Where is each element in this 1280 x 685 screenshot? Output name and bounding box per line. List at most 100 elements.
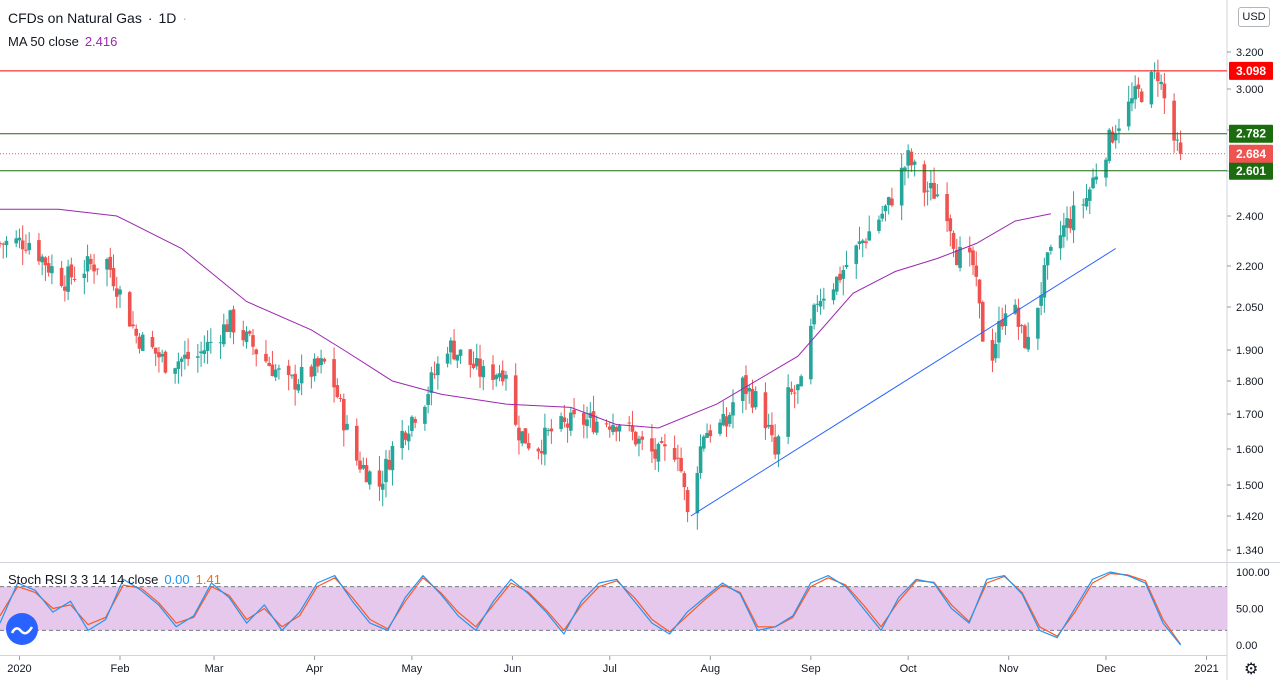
candle-body bbox=[338, 397, 343, 399]
candle-body bbox=[267, 362, 272, 366]
candle-body bbox=[844, 264, 849, 267]
candle-body bbox=[663, 444, 667, 447]
candle-body bbox=[1117, 128, 1121, 131]
time-tick-label: 2021 bbox=[1194, 663, 1218, 675]
candle-body bbox=[85, 256, 90, 272]
time-tick-label: 2020 bbox=[7, 663, 31, 675]
candle-body bbox=[196, 356, 200, 358]
candle-body bbox=[380, 483, 385, 490]
candle-body bbox=[478, 358, 482, 377]
candle-body bbox=[449, 340, 453, 353]
candle-body bbox=[410, 416, 414, 431]
candle-body bbox=[559, 416, 563, 429]
candle-body bbox=[24, 249, 28, 251]
ma-legend: MA 50 close 2.416 bbox=[8, 34, 123, 49]
candle-body bbox=[834, 276, 839, 292]
time-tick-label: Jun bbox=[504, 663, 522, 675]
stoch-k-value: 0.00 bbox=[164, 572, 190, 587]
stoch-tick-label: 50.00 bbox=[1236, 604, 1264, 616]
stoch-tick-label: 0.00 bbox=[1236, 640, 1257, 652]
candle-body bbox=[562, 417, 567, 422]
candle-body bbox=[679, 458, 683, 472]
candle-body bbox=[1045, 252, 1050, 266]
candle-body bbox=[526, 443, 531, 449]
candle-body bbox=[721, 413, 726, 426]
candle-body bbox=[864, 241, 868, 244]
currency-button[interactable]: USD bbox=[1238, 7, 1270, 27]
candle-body bbox=[89, 258, 93, 264]
candle-body bbox=[254, 349, 259, 355]
candle-body bbox=[390, 445, 395, 471]
candle-body bbox=[50, 266, 54, 274]
candle-body bbox=[1107, 129, 1112, 161]
candle-body bbox=[1000, 319, 1005, 327]
candle-body bbox=[296, 384, 301, 391]
candle-body bbox=[423, 406, 427, 424]
candle-body bbox=[134, 328, 139, 336]
candle-body bbox=[838, 273, 842, 281]
stoch-legend: Stoch RSI 3 3 14 14 close 0.00 1.41 bbox=[8, 572, 227, 587]
candle-body bbox=[520, 431, 524, 444]
candle-body bbox=[770, 424, 774, 436]
candle-body bbox=[682, 473, 687, 488]
candle-body bbox=[912, 161, 917, 165]
candle-body bbox=[387, 459, 392, 470]
candle-body bbox=[277, 368, 281, 370]
candle-body bbox=[702, 436, 706, 449]
candle-body bbox=[358, 460, 362, 470]
candle-body bbox=[822, 298, 826, 301]
price-tick-label: 1.500 bbox=[1236, 480, 1264, 492]
candle-body bbox=[607, 426, 612, 430]
candle-body bbox=[474, 358, 479, 367]
candle-body bbox=[588, 412, 593, 418]
candle-body bbox=[341, 399, 346, 431]
candle-body bbox=[841, 270, 846, 279]
candle-body bbox=[1049, 246, 1053, 251]
candle-body bbox=[66, 266, 70, 292]
stoch-tick-label: 100.00 bbox=[1236, 567, 1270, 579]
candle-body bbox=[929, 182, 933, 189]
candle-body bbox=[27, 242, 31, 251]
candle-body bbox=[886, 197, 891, 206]
candle-body bbox=[974, 265, 979, 277]
time-tick-label: Jul bbox=[603, 663, 617, 675]
candle-body bbox=[951, 232, 956, 249]
candle-body bbox=[630, 425, 635, 432]
candle-body bbox=[731, 402, 735, 416]
candle-body bbox=[1068, 218, 1073, 229]
candle-body bbox=[481, 366, 486, 378]
candle-body bbox=[582, 413, 586, 425]
candle-body bbox=[72, 278, 77, 280]
candle-body bbox=[92, 264, 96, 272]
candle-body bbox=[1081, 204, 1086, 206]
candle-body bbox=[316, 358, 320, 367]
candle-body bbox=[163, 351, 168, 373]
support-price-label-bg bbox=[1229, 161, 1273, 180]
candle-body bbox=[744, 375, 748, 395]
candle-body bbox=[698, 446, 703, 473]
candle-body bbox=[0, 243, 2, 245]
price-tick-label: 3.000 bbox=[1236, 84, 1264, 96]
time-tick-label: Oct bbox=[900, 663, 917, 675]
candle-body bbox=[831, 289, 836, 301]
candle-body bbox=[377, 470, 382, 487]
price-tick-label: 1.340 bbox=[1236, 545, 1264, 557]
candle-body bbox=[594, 421, 599, 433]
candle-body bbox=[633, 431, 638, 445]
candle-body bbox=[1019, 325, 1024, 327]
candle-body bbox=[1139, 91, 1144, 102]
candle-body bbox=[173, 368, 177, 374]
candle-body bbox=[1113, 133, 1118, 141]
candle-body bbox=[131, 324, 135, 327]
gear-icon[interactable]: ⚙ bbox=[1244, 661, 1259, 678]
candle-body bbox=[1042, 265, 1047, 298]
candle-body bbox=[63, 286, 67, 291]
candle-body bbox=[809, 325, 813, 380]
price-tick-label: 1.700 bbox=[1236, 409, 1264, 421]
candle-body bbox=[549, 428, 554, 432]
candle-body bbox=[685, 490, 690, 513]
trend-line[interactable] bbox=[690, 248, 1116, 517]
tradingview-logo-icon[interactable] bbox=[6, 613, 38, 645]
